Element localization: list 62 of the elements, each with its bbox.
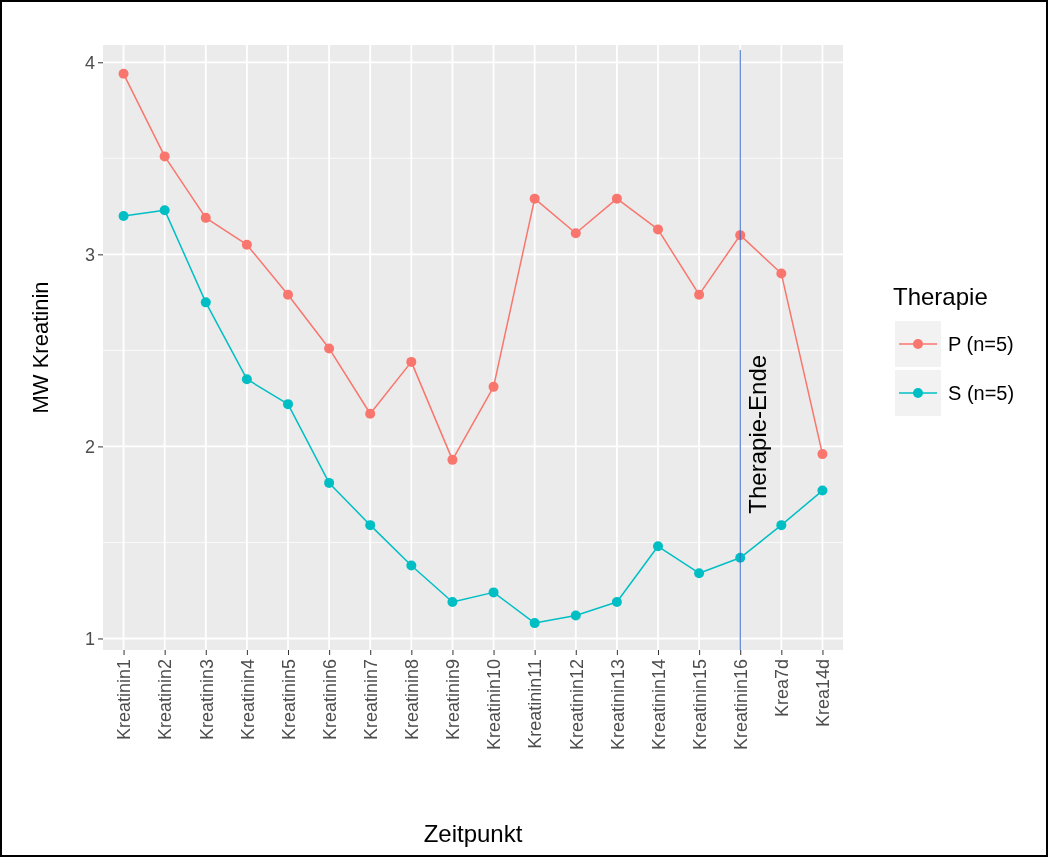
point xyxy=(776,268,787,279)
legend-title: Therapie xyxy=(893,283,988,310)
point xyxy=(817,485,828,496)
point xyxy=(200,212,211,223)
x-tick-label: Kreatinin4 xyxy=(237,659,258,741)
point xyxy=(570,610,581,621)
x-tick-label: Kreatinin10 xyxy=(484,659,505,751)
point xyxy=(118,68,129,79)
point xyxy=(611,596,622,607)
point xyxy=(653,224,663,235)
point xyxy=(570,228,581,239)
point xyxy=(406,560,417,571)
point xyxy=(324,343,335,354)
point xyxy=(611,193,622,204)
ref-line-label: Therapie-Ende xyxy=(744,354,772,514)
point xyxy=(406,356,417,367)
point xyxy=(776,520,787,531)
point xyxy=(653,541,663,552)
x-tick-label: Kreatinin7 xyxy=(361,659,382,741)
point xyxy=(447,596,458,607)
x-tick-label: Kreatinin13 xyxy=(607,659,628,751)
x-tick-label: Kreatinin2 xyxy=(155,659,176,741)
x-tick-label: Krea14d xyxy=(813,659,834,728)
point xyxy=(241,239,252,250)
x-tick-label: Kreatinin1 xyxy=(114,659,135,741)
point xyxy=(488,587,499,598)
y-tick-label: 4 xyxy=(84,52,95,73)
x-tick-label: Kreatinin3 xyxy=(196,659,217,741)
point xyxy=(488,381,499,392)
legend-label: P (n=5) xyxy=(948,333,1014,355)
point xyxy=(529,618,540,629)
x-tick-label: Kreatinin8 xyxy=(402,659,423,741)
point xyxy=(283,399,293,410)
point xyxy=(159,151,170,162)
x-tick-label: Kreatinin14 xyxy=(648,659,669,751)
point xyxy=(817,449,828,460)
point xyxy=(447,454,458,465)
x-tick-label: Krea7d xyxy=(772,659,793,718)
x-tick-label: Kreatinin9 xyxy=(443,659,464,741)
y-tick-label: 3 xyxy=(84,244,95,265)
point xyxy=(694,568,705,579)
y-tick-label: 1 xyxy=(84,628,95,649)
x-axis-title: Zeitpunkt xyxy=(423,820,523,847)
point xyxy=(159,205,170,216)
x-tick-label: Kreatinin6 xyxy=(319,659,340,741)
x-tick-label: Kreatinin11 xyxy=(525,659,546,749)
legend-label: S (n=5) xyxy=(948,382,1015,404)
point xyxy=(365,408,376,419)
point xyxy=(529,193,540,204)
x-tick-label: Kreatinin12 xyxy=(566,659,587,751)
point xyxy=(200,297,211,308)
point xyxy=(365,520,376,531)
y-tick-label: 2 xyxy=(84,436,95,457)
point xyxy=(283,289,293,300)
point xyxy=(694,289,705,300)
x-tick-label: Kreatinin16 xyxy=(731,659,752,751)
x-tick-label: Kreatinin5 xyxy=(278,659,299,741)
point xyxy=(241,374,252,385)
point xyxy=(324,477,335,488)
point xyxy=(118,210,129,221)
y-axis-title: MW Kreatinin xyxy=(28,281,53,414)
x-tick-label: Kreatinin15 xyxy=(689,659,710,751)
